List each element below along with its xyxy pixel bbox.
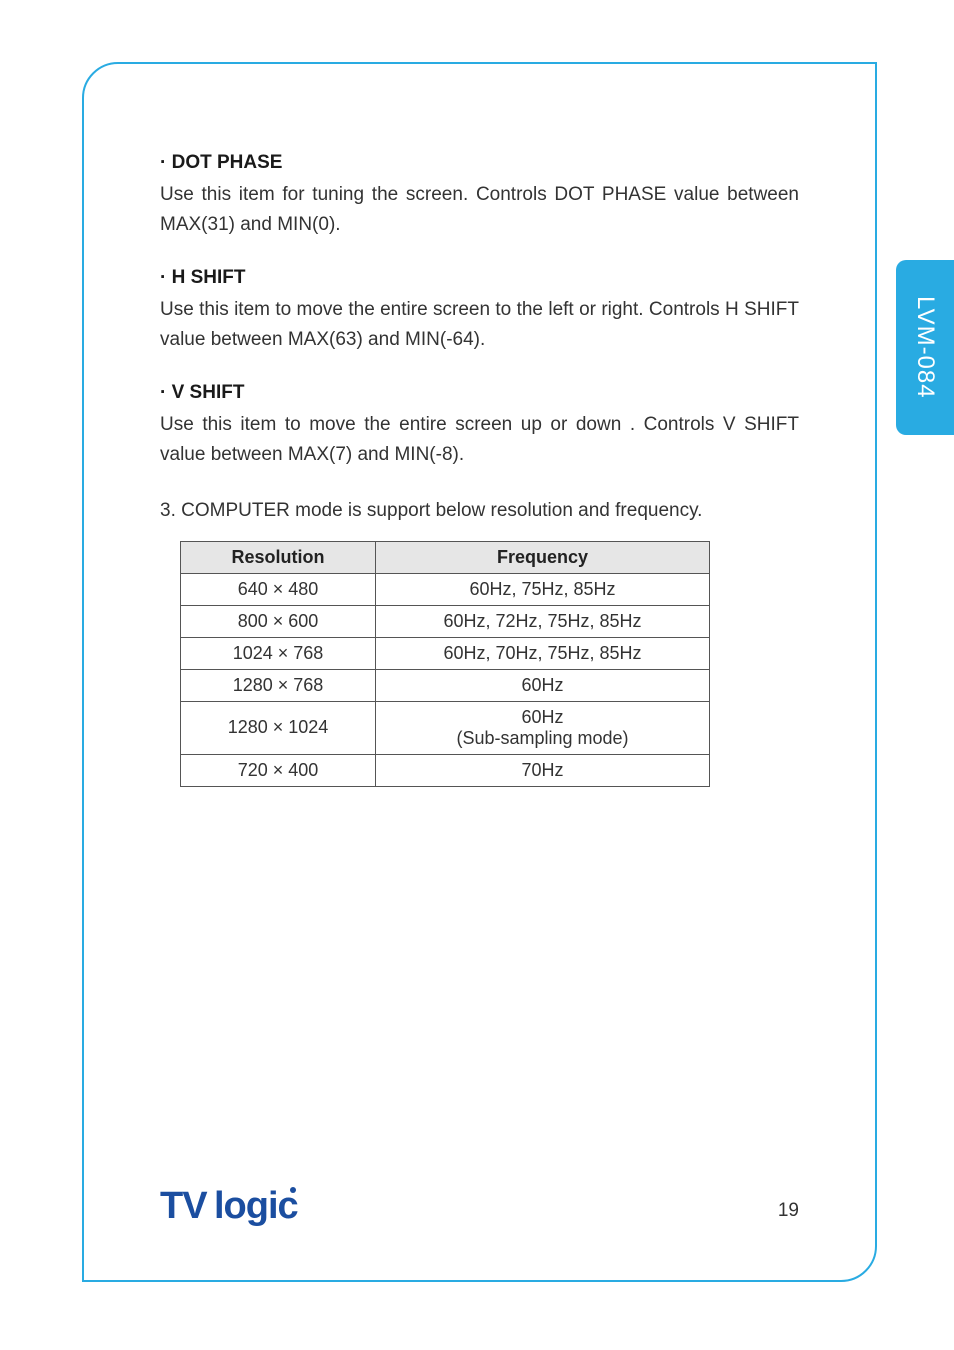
section-title: · DOT PHASE	[160, 152, 799, 174]
section-v-shift: · V SHIFT Use this item to move the enti…	[160, 382, 799, 471]
cell-frequency: 60Hz, 70Hz, 75Hz, 85Hz	[376, 637, 710, 669]
table-row: 800 × 600 60Hz, 72Hz, 75Hz, 85Hz	[181, 605, 710, 637]
table-row: 1280 × 768 60Hz	[181, 669, 710, 701]
side-tab-label: LVM-084	[911, 296, 939, 399]
section-title: · V SHIFT	[160, 382, 799, 404]
cell-frequency-line1: 60Hz	[521, 707, 563, 727]
svg-text:TV: TV	[160, 1185, 208, 1227]
table-row: 1024 × 768 60Hz, 70Hz, 75Hz, 85Hz	[181, 637, 710, 669]
table-row: 720 × 400 70Hz	[181, 754, 710, 786]
table-row: 1280 × 1024 60Hz (Sub-sampling mode)	[181, 701, 710, 754]
resolution-table: Resolution Frequency 640 × 480 60Hz, 75H…	[180, 541, 710, 787]
table-header-frequency: Frequency	[376, 541, 710, 573]
content-frame: · DOT PHASE Use this item for tuning the…	[82, 62, 877, 1282]
cell-resolution: 640 × 480	[181, 573, 376, 605]
cell-resolution: 1280 × 1024	[181, 701, 376, 754]
cell-frequency: 60Hz	[376, 669, 710, 701]
table-header-row: Resolution Frequency	[181, 541, 710, 573]
cell-frequency: 70Hz	[376, 754, 710, 786]
svg-text:logic: logic	[214, 1185, 299, 1227]
section-body: Use this item to move the entire screen …	[160, 410, 799, 471]
cell-frequency: 60Hz (Sub-sampling mode)	[376, 701, 710, 754]
page-root: LVM-084 · DOT PHASE Use this item for tu…	[0, 0, 954, 1350]
section-h-shift: · H SHIFT Use this item to move the enti…	[160, 267, 799, 356]
section-title: · H SHIFT	[160, 267, 799, 289]
note-line: 3. COMPUTER mode is support below resolu…	[160, 496, 799, 526]
cell-frequency: 60Hz, 75Hz, 85Hz	[376, 573, 710, 605]
table-header-resolution: Resolution	[181, 541, 376, 573]
section-body: Use this item to move the entire screen …	[160, 295, 799, 356]
page-footer: TV logic 19	[84, 1182, 875, 1240]
cell-resolution: 1024 × 768	[181, 637, 376, 669]
cell-resolution: 800 × 600	[181, 605, 376, 637]
cell-frequency-line2: (Sub-sampling mode)	[456, 728, 628, 748]
cell-resolution: 720 × 400	[181, 754, 376, 786]
side-tab: LVM-084	[896, 260, 954, 435]
page-number: 19	[778, 1200, 799, 1222]
section-body: Use this item for tuning the screen. Con…	[160, 180, 799, 241]
section-dot-phase: · DOT PHASE Use this item for tuning the…	[160, 152, 799, 241]
cell-resolution: 1280 × 768	[181, 669, 376, 701]
table-row: 640 × 480 60Hz, 75Hz, 85Hz	[181, 573, 710, 605]
cell-frequency: 60Hz, 72Hz, 75Hz, 85Hz	[376, 605, 710, 637]
brand-logo: TV logic	[160, 1182, 330, 1240]
tvlogic-logo-icon: TV logic	[160, 1182, 330, 1230]
